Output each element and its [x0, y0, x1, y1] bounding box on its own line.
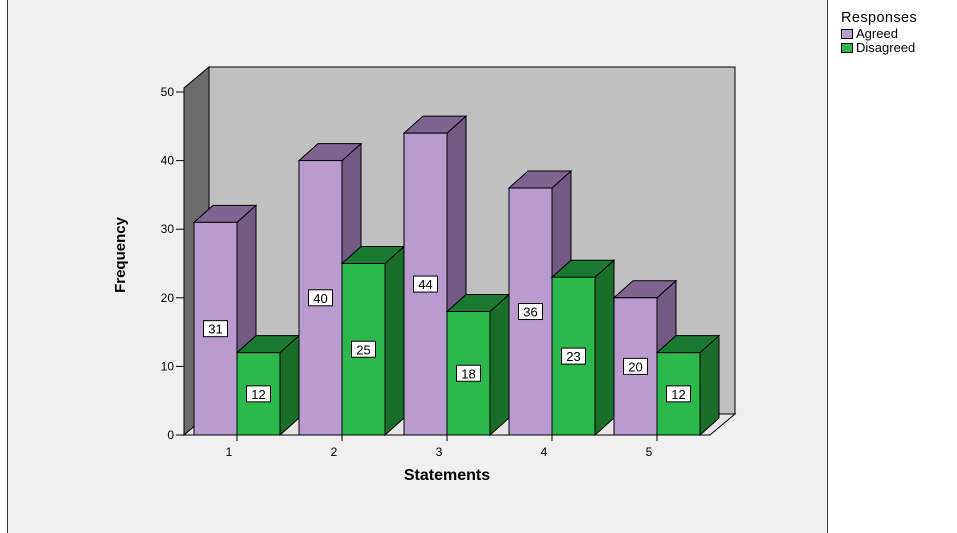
y-axis-title: Frequency — [112, 216, 129, 293]
data-label-box — [246, 385, 271, 403]
data-label: 18 — [461, 366, 475, 381]
y-tick-label: 30 — [161, 222, 175, 236]
x-tick-label: 4 — [541, 445, 548, 459]
data-label-box — [666, 385, 691, 403]
bar-agreed-4 — [508, 187, 553, 436]
data-label: 44 — [418, 277, 432, 292]
data-label-box — [413, 275, 438, 293]
data-label: 36 — [523, 305, 537, 320]
data-label: 40 — [313, 291, 327, 306]
data-label: 31 — [208, 322, 222, 337]
y-tick-label: 0 — [167, 428, 174, 442]
y-tick-label: 40 — [161, 154, 175, 168]
data-label-box — [561, 347, 586, 365]
data-label-box — [351, 340, 376, 358]
data-label: 12 — [251, 387, 265, 402]
bar-side — [594, 259, 615, 437]
data-label-box — [456, 364, 481, 382]
legend-item-disagreed: Disagreed — [841, 41, 917, 55]
data-label: 20 — [628, 359, 642, 374]
x-tick-label: 5 — [646, 445, 653, 459]
data-label-box — [518, 303, 543, 321]
legend-swatch-disagreed — [841, 43, 853, 53]
x-tick-label: 1 — [226, 445, 233, 459]
legend-label-agreed: Agreed — [856, 26, 898, 41]
data-label-box — [623, 357, 648, 375]
y-tick-label: 10 — [161, 359, 175, 373]
bar-side — [489, 293, 510, 437]
legend-label-disagreed: Disagreed — [856, 40, 916, 55]
legend-title: Responses — [841, 10, 918, 26]
legend: Responses Agreed Disagreed — [841, 10, 917, 55]
x-tick-label: 2 — [331, 445, 338, 459]
data-label: 25 — [356, 342, 370, 357]
x-tick-label: 3 — [436, 445, 443, 459]
data-label: 23 — [566, 349, 580, 364]
data-label-box — [203, 320, 228, 338]
x-axis-title: Statements — [404, 467, 490, 484]
bar-disagreed-5 — [656, 352, 701, 436]
legend-item-agreed: Agreed — [841, 27, 917, 41]
y-tick-label: 50 — [161, 85, 175, 99]
data-label-box — [308, 289, 333, 307]
data-label: 12 — [671, 387, 685, 402]
y-tick-label: 20 — [161, 291, 175, 305]
legend-swatch-agreed — [841, 29, 853, 39]
bar-side — [384, 245, 405, 437]
